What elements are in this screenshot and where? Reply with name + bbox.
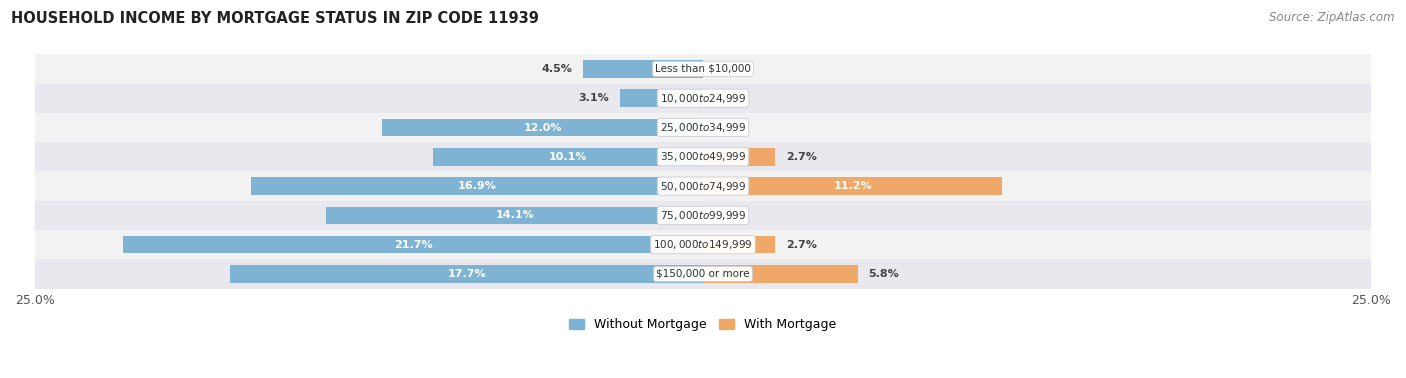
Text: 0.0%: 0.0% [714,211,744,220]
Bar [35,142,1371,172]
Text: $35,000 to $49,999: $35,000 to $49,999 [659,150,747,163]
Text: $100,000 to $149,999: $100,000 to $149,999 [654,238,752,251]
Text: HOUSEHOLD INCOME BY MORTGAGE STATUS IN ZIP CODE 11939: HOUSEHOLD INCOME BY MORTGAGE STATUS IN Z… [11,11,538,26]
Text: 2.7%: 2.7% [786,240,817,250]
Text: 0.0%: 0.0% [714,93,744,103]
Text: 5.8%: 5.8% [869,269,900,279]
Bar [326,207,703,224]
Text: 10.1%: 10.1% [548,152,588,162]
Text: $150,000 or more: $150,000 or more [657,269,749,279]
Bar [231,265,703,283]
Text: 2.7%: 2.7% [786,152,817,162]
Bar [703,148,775,166]
Text: $75,000 to $99,999: $75,000 to $99,999 [659,209,747,222]
Text: 14.1%: 14.1% [495,211,534,220]
Bar [35,54,1371,84]
Bar [35,230,1371,259]
Bar [35,84,1371,113]
Bar [124,236,703,254]
Bar [35,201,1371,230]
Bar [35,172,1371,201]
Text: Source: ZipAtlas.com: Source: ZipAtlas.com [1270,11,1395,24]
Bar [703,265,858,283]
Bar [35,113,1371,142]
Text: 4.5%: 4.5% [541,64,572,74]
Legend: Without Mortgage, With Mortgage: Without Mortgage, With Mortgage [564,313,842,336]
Bar [582,60,703,78]
Bar [35,259,1371,289]
Text: 12.0%: 12.0% [523,122,562,133]
Text: $25,000 to $34,999: $25,000 to $34,999 [659,121,747,134]
Text: 0.0%: 0.0% [714,64,744,74]
Text: 17.7%: 17.7% [447,269,486,279]
Text: Less than $10,000: Less than $10,000 [655,64,751,74]
Bar [620,90,703,107]
Bar [252,177,703,195]
Text: 3.1%: 3.1% [579,93,609,103]
Text: 16.9%: 16.9% [458,181,496,191]
Text: 0.0%: 0.0% [714,122,744,133]
Text: 21.7%: 21.7% [394,240,433,250]
Bar [703,236,775,254]
Text: $50,000 to $74,999: $50,000 to $74,999 [659,180,747,193]
Bar [382,119,703,136]
Text: $10,000 to $24,999: $10,000 to $24,999 [659,92,747,105]
Bar [433,148,703,166]
Bar [703,177,1002,195]
Text: 11.2%: 11.2% [834,181,872,191]
